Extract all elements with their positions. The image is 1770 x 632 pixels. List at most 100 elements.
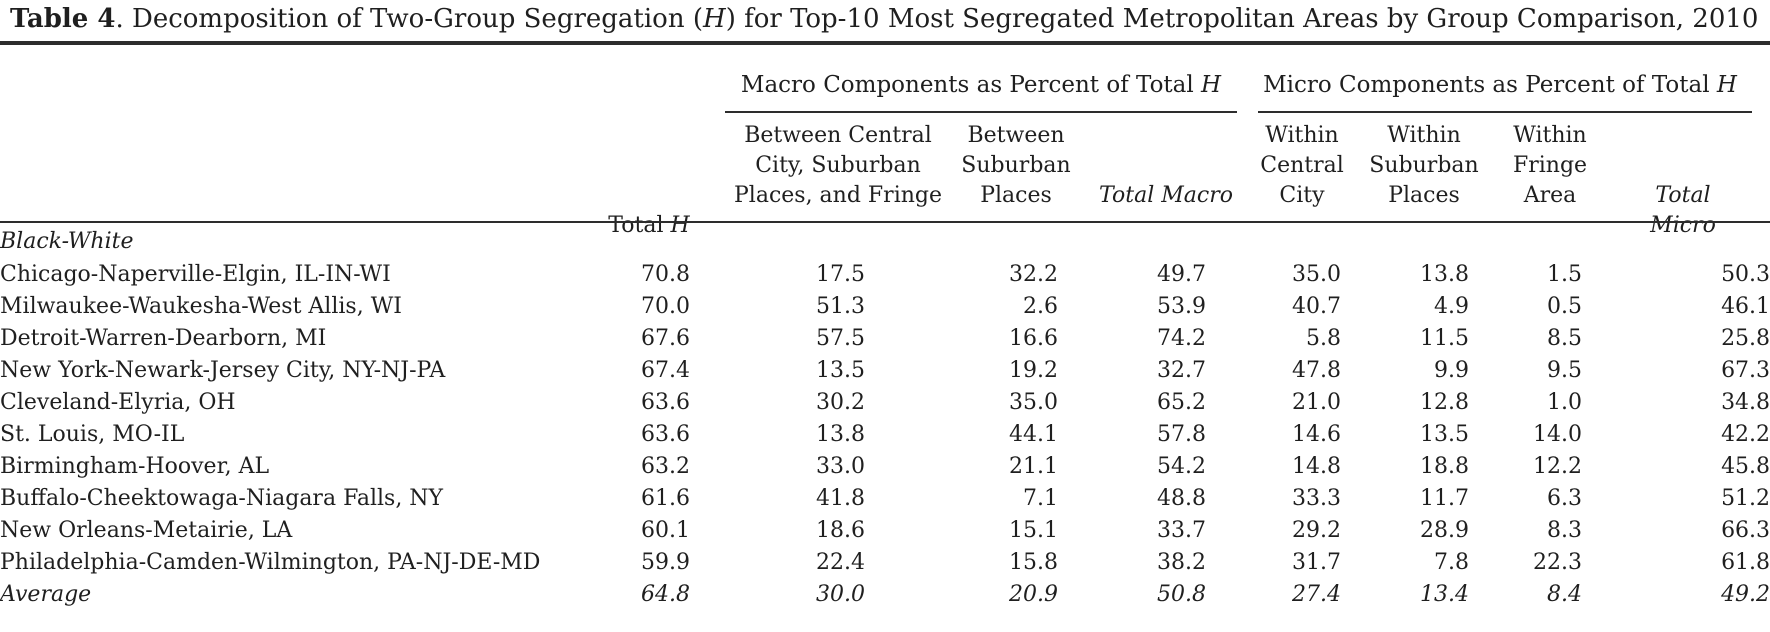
value-cell: 70.8 [641,261,690,287]
value-cell: 2.6 [1023,293,1058,319]
value-cell: 33.0 [816,453,865,479]
macro-spanner-underline [725,111,1237,113]
value-cell: 40.7 [1292,293,1341,319]
table-row: Detroit-Warren-Dearborn, MI 67.6 57.5 16… [0,322,1770,354]
metro-name-cell: Chicago-Naperville-Elgin, IL-IN-WI [0,261,391,287]
value-cell: 57.8 [1157,421,1206,447]
value-cell: 19.2 [1009,357,1058,383]
value-cell: 14.6 [1292,421,1341,447]
value-cell: 49.7 [1157,261,1206,287]
average-row: Average 64.8 30.0 20.9 50.8 27.4 13.4 8.… [0,578,1770,610]
value-cell: 0.5 [1547,293,1582,319]
value-cell: 14.0 [1533,421,1582,447]
value-cell: 8.3 [1547,517,1582,543]
section-row-black-white: Black-White [0,224,1770,258]
col-header-total-h-text: Total [608,213,671,238]
value-cell: 51.3 [816,293,865,319]
value-cell: 16.6 [1009,325,1058,351]
value-cell: 1.0 [1547,389,1582,415]
data-table: Black-White Chicago-Naperville-Elgin, IL… [0,224,1770,610]
value-cell: 4.9 [1434,293,1469,319]
table-title: Table 4. Decomposition of Two-Group Segr… [10,4,1758,34]
table-row: Philadelphia-Camden-Wilmington, PA-NJ-DE… [0,546,1770,578]
value-cell: 29.2 [1292,517,1341,543]
value-cell: 7.8 [1434,549,1469,575]
value-cell: 32.7 [1157,357,1206,383]
macro-spanner-h-symbol: H [1201,72,1222,98]
value-cell: 27.4 [1292,581,1341,607]
col-header-total-h: Total H [608,181,689,241]
table-title-h-symbol: H [703,4,726,34]
value-cell: 54.2 [1157,453,1206,479]
metro-name-cell: Milwaukee-Waukesha-West Allis, WI [0,293,402,319]
table-row: Milwaukee-Waukesha-West Allis, WI 70.0 5… [0,290,1770,322]
metro-name-cell: Cleveland-Elyria, OH [0,389,236,415]
value-cell: 18.8 [1420,453,1469,479]
value-cell: 8.5 [1547,325,1582,351]
value-cell: 57.5 [816,325,865,351]
value-cell: 1.5 [1547,261,1582,287]
value-cell: 50.3 [1721,261,1770,287]
metro-name-cell: New York-Newark-Jersey City, NY-NJ-PA [0,357,446,383]
metro-name-cell: Philadelphia-Camden-Wilmington, PA-NJ-DE… [0,549,541,575]
table-row: New Orleans-Metairie, LA 60.1 18.6 15.1 … [0,514,1770,546]
value-cell: 12.2 [1533,453,1582,479]
micro-spanner-text: Micro Components as Percent of Total [1263,72,1717,98]
value-cell: 33.3 [1292,485,1341,511]
value-cell: 44.1 [1009,421,1058,447]
value-cell: 13.5 [816,357,865,383]
table-title-label: Table 4 [10,4,116,34]
value-cell: 63.2 [641,453,690,479]
value-cell: 32.2 [1009,261,1058,287]
value-cell: 63.6 [641,421,690,447]
top-rule [0,41,1770,45]
col-header-within-suburban: Within Suburban Places [1369,123,1479,208]
table-row: St. Louis, MO-IL 63.6 13.8 44.1 57.8 14.… [0,418,1770,450]
value-cell: 11.5 [1420,325,1469,351]
value-cell: 67.3 [1721,357,1770,383]
value-cell: 18.6 [816,517,865,543]
value-cell: 30.0 [816,581,865,607]
metro-name-cell: New Orleans-Metairie, LA [0,517,293,543]
table-row: Cleveland-Elyria, OH 63.6 30.2 35.0 65.2… [0,386,1770,418]
value-cell: 9.9 [1434,357,1469,383]
metro-name-cell: Detroit-Warren-Dearborn, MI [0,325,327,351]
macro-spanner-text: Macro Components as Percent of Total [740,72,1202,98]
value-cell: 11.7 [1420,485,1469,511]
col-header-total-h-symbol: H [670,213,690,238]
col-header-between-central-city: Between Central City, Suburban Places, a… [733,123,943,208]
table-row: New York-Newark-Jersey City, NY-NJ-PA 67… [0,354,1770,386]
value-cell: 35.0 [1292,261,1341,287]
col-header-between-suburban: Between Suburban Places [961,123,1071,208]
value-cell: 34.8 [1721,389,1770,415]
value-cell: 12.8 [1420,389,1469,415]
value-cell: 51.2 [1721,485,1770,511]
value-cell: 28.9 [1420,517,1469,543]
value-cell: 53.9 [1157,293,1206,319]
metro-name-cell: Buffalo-Cheektowaga-Niagara Falls, NY [0,485,444,511]
value-cell: 13.8 [1420,261,1469,287]
value-cell: 50.8 [1157,581,1206,607]
section-label: Black-White [0,228,134,254]
header-rule [0,221,1770,223]
macro-spanner-heading: Macro Components as Percent of Total H [741,72,1221,98]
table-title-text-after-h: ) for Top-10 Most Segregated Metropolita… [725,4,1759,34]
value-cell: 74.2 [1157,325,1206,351]
value-cell: 7.1 [1023,485,1058,511]
value-cell: 45.8 [1721,453,1770,479]
value-cell: 31.7 [1292,549,1341,575]
value-cell: 67.6 [641,325,690,351]
table-row: Buffalo-Cheektowaga-Niagara Falls, NY 61… [0,482,1770,514]
micro-spanner-underline [1258,111,1752,113]
value-cell: 13.4 [1420,581,1469,607]
micro-spanner-h-symbol: H [1716,72,1737,98]
metro-name-cell: Birmingham-Hoover, AL [0,453,270,479]
metro-name-cell: St. Louis, MO-IL [0,421,185,447]
value-cell: 22.3 [1533,549,1582,575]
value-cell: 41.8 [816,485,865,511]
col-header-total-micro: Total Micro [1650,183,1716,238]
value-cell: 59.9 [641,549,690,575]
value-cell: 13.5 [1420,421,1469,447]
col-header-within-fringe: Within Fringe Area [1512,123,1588,208]
